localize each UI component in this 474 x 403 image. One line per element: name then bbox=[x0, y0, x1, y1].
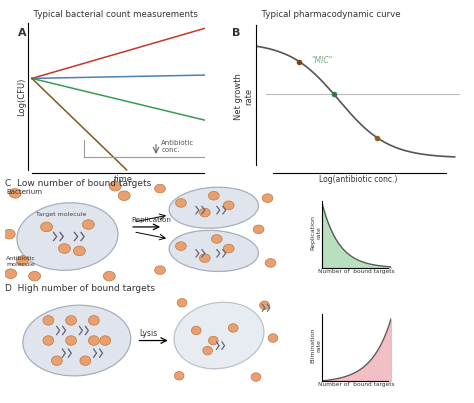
Ellipse shape bbox=[174, 302, 264, 369]
Y-axis label: Elimination
rate: Elimination rate bbox=[310, 328, 321, 363]
Circle shape bbox=[223, 201, 234, 210]
Circle shape bbox=[268, 334, 278, 342]
Text: Target molecule: Target molecule bbox=[36, 212, 86, 217]
Circle shape bbox=[177, 299, 187, 307]
Ellipse shape bbox=[169, 187, 258, 228]
Ellipse shape bbox=[169, 231, 258, 272]
Text: Lysis: Lysis bbox=[139, 329, 158, 338]
Circle shape bbox=[89, 316, 99, 325]
Circle shape bbox=[228, 324, 238, 332]
Circle shape bbox=[9, 189, 21, 198]
Circle shape bbox=[66, 316, 76, 325]
Circle shape bbox=[251, 373, 261, 381]
Y-axis label: Replication
rate: Replication rate bbox=[310, 215, 321, 250]
Circle shape bbox=[260, 301, 269, 310]
Circle shape bbox=[52, 356, 62, 366]
X-axis label: Log(antibiotic conc.): Log(antibiotic conc.) bbox=[319, 174, 397, 184]
Circle shape bbox=[175, 199, 186, 207]
Circle shape bbox=[89, 336, 99, 345]
X-axis label: Number of  bound targets: Number of bound targets bbox=[319, 382, 395, 387]
Circle shape bbox=[73, 246, 85, 256]
Circle shape bbox=[109, 181, 121, 191]
Circle shape bbox=[66, 336, 76, 345]
Text: B: B bbox=[231, 28, 240, 38]
Circle shape bbox=[41, 222, 53, 232]
Circle shape bbox=[17, 256, 28, 265]
Y-axis label: Log(CFU): Log(CFU) bbox=[17, 77, 26, 116]
Text: D  High number of bound targets: D High number of bound targets bbox=[5, 284, 155, 293]
Circle shape bbox=[103, 271, 115, 281]
Y-axis label: Net growth
rate: Net growth rate bbox=[234, 73, 253, 120]
Circle shape bbox=[209, 191, 219, 200]
Text: Replication: Replication bbox=[132, 217, 172, 223]
Text: Antibiotic
conc.: Antibiotic conc. bbox=[161, 140, 194, 153]
Circle shape bbox=[200, 208, 210, 217]
Circle shape bbox=[58, 244, 71, 253]
Circle shape bbox=[203, 346, 212, 355]
Circle shape bbox=[175, 242, 186, 250]
Circle shape bbox=[174, 372, 184, 380]
Circle shape bbox=[223, 244, 234, 253]
Circle shape bbox=[100, 336, 110, 345]
Circle shape bbox=[200, 254, 210, 262]
Text: A: A bbox=[18, 28, 27, 38]
Circle shape bbox=[43, 336, 54, 345]
Ellipse shape bbox=[23, 305, 131, 376]
Circle shape bbox=[118, 191, 130, 201]
Ellipse shape bbox=[17, 203, 118, 270]
Circle shape bbox=[155, 184, 165, 193]
X-axis label: time: time bbox=[114, 174, 133, 184]
Circle shape bbox=[82, 220, 94, 229]
Text: Typical pharmacodynamic curve: Typical pharmacodynamic curve bbox=[256, 10, 401, 19]
Text: Antibiotic
molecule: Antibiotic molecule bbox=[6, 256, 36, 266]
Circle shape bbox=[209, 336, 218, 345]
Circle shape bbox=[80, 356, 91, 366]
X-axis label: Number of  bound targets: Number of bound targets bbox=[319, 269, 395, 274]
Circle shape bbox=[155, 266, 165, 274]
Circle shape bbox=[5, 269, 17, 278]
Circle shape bbox=[43, 316, 54, 325]
Circle shape bbox=[253, 225, 264, 234]
Circle shape bbox=[28, 271, 41, 281]
Text: C  Low number of bound targets: C Low number of bound targets bbox=[5, 179, 151, 188]
Circle shape bbox=[262, 194, 273, 202]
Circle shape bbox=[191, 326, 201, 335]
Circle shape bbox=[265, 259, 276, 267]
Text: Bacterium: Bacterium bbox=[6, 189, 42, 195]
Circle shape bbox=[3, 229, 15, 239]
Text: "MIC": "MIC" bbox=[311, 56, 332, 65]
Circle shape bbox=[211, 235, 222, 243]
Text: Typical bacterial count measurements: Typical bacterial count measurements bbox=[28, 10, 198, 19]
